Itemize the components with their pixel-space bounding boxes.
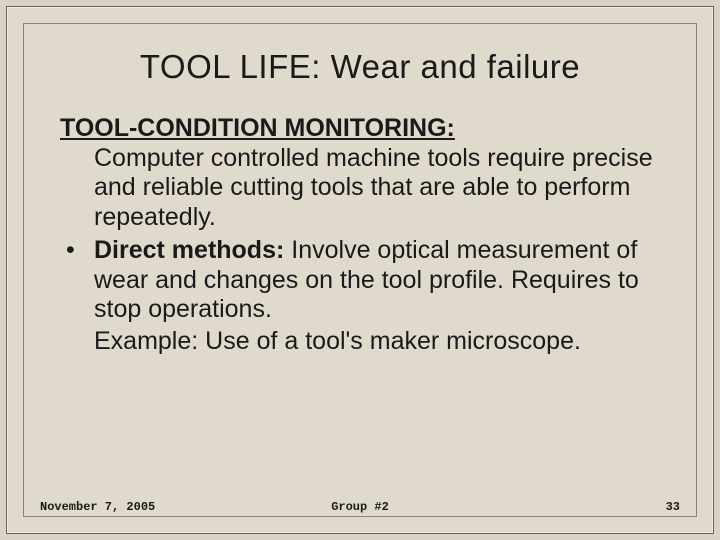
example-lead: Example:	[94, 327, 205, 355]
subheading: TOOL-CONDITION MONITORING:	[60, 114, 455, 142]
example-line: Example: Use of a tool's maker microscop…	[94, 327, 660, 357]
intro-paragraph: Computer controlled machine tools requir…	[94, 144, 660, 233]
footer: November 7, 2005 Group #2 33	[40, 500, 680, 514]
example-text: Use of a tool's maker microscope.	[205, 327, 581, 355]
slide-frame-outer: TOOL LIFE: Wear and failure TOOL-CONDITI…	[6, 6, 714, 534]
slide-body: TOOL-CONDITION MONITORING: Computer cont…	[60, 114, 660, 356]
bullet-label: Direct methods:	[94, 236, 284, 264]
slide-title: TOOL LIFE: Wear and failure	[60, 48, 660, 86]
slide-frame-inner: TOOL LIFE: Wear and failure TOOL-CONDITI…	[23, 23, 697, 517]
footer-group: Group #2	[40, 500, 680, 514]
bullet-content: Direct methods: Involve optical measurem…	[94, 236, 660, 325]
bullet-marker: •	[60, 236, 94, 266]
bullet-item: • Direct methods: Involve optical measur…	[60, 236, 660, 325]
subheading-line: TOOL-CONDITION MONITORING:	[60, 114, 660, 144]
slide: TOOL LIFE: Wear and failure TOOL-CONDITI…	[0, 0, 720, 540]
